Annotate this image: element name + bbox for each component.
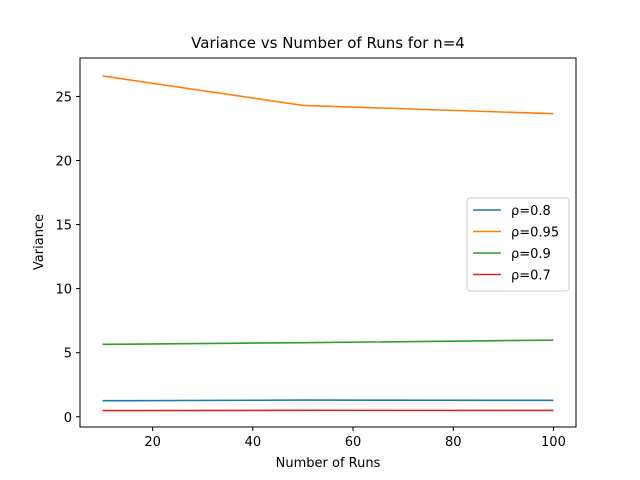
legend-label: ρ=0.9 bbox=[511, 247, 551, 262]
legend-label: ρ=0.8 bbox=[511, 204, 551, 219]
x-tick-label: 20 bbox=[144, 435, 161, 450]
legend-label: ρ=0.7 bbox=[511, 269, 551, 284]
y-tick-label: 0 bbox=[64, 411, 72, 426]
y-tick-label: 15 bbox=[55, 219, 72, 234]
y-tick-label: 10 bbox=[55, 283, 72, 298]
x-tick-label: 40 bbox=[245, 435, 262, 450]
series-line-0 bbox=[102, 399, 554, 402]
x-tick-label: 100 bbox=[541, 435, 566, 450]
legend-label: ρ=0.95 bbox=[511, 226, 559, 241]
y-tick-label: 5 bbox=[64, 347, 72, 362]
y-tick-label: 25 bbox=[55, 90, 72, 105]
plot-area bbox=[102, 75, 554, 412]
x-tick-label: 60 bbox=[345, 435, 362, 450]
y-axis: 0 5 10 15 20 25 bbox=[55, 90, 80, 426]
x-axis-label: Number of Runs bbox=[276, 456, 381, 471]
y-axis-label: Variance bbox=[32, 214, 47, 270]
y-tick-label: 20 bbox=[55, 155, 72, 170]
chart-title: Variance vs Number of Runs for n=4 bbox=[191, 34, 465, 52]
x-tick-label: 80 bbox=[445, 435, 462, 450]
series-line-2 bbox=[102, 339, 554, 346]
series-line-1 bbox=[102, 75, 554, 115]
legend: ρ=0.8 ρ=0.95 ρ=0.9 ρ=0.7 bbox=[466, 197, 570, 292]
x-axis: 20 40 60 80 100 bbox=[144, 427, 566, 450]
legend-box bbox=[466, 197, 570, 292]
plot-frame bbox=[79, 57, 577, 428]
